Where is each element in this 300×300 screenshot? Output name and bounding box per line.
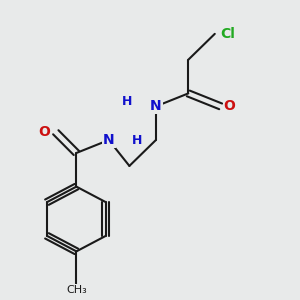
Text: O: O (224, 99, 236, 113)
Text: H: H (122, 95, 132, 108)
Text: Cl: Cl (221, 27, 236, 41)
Text: H: H (132, 134, 143, 146)
Text: N: N (103, 133, 115, 147)
Text: N: N (150, 99, 162, 113)
Text: CH₃: CH₃ (66, 285, 87, 295)
Text: O: O (38, 125, 50, 139)
